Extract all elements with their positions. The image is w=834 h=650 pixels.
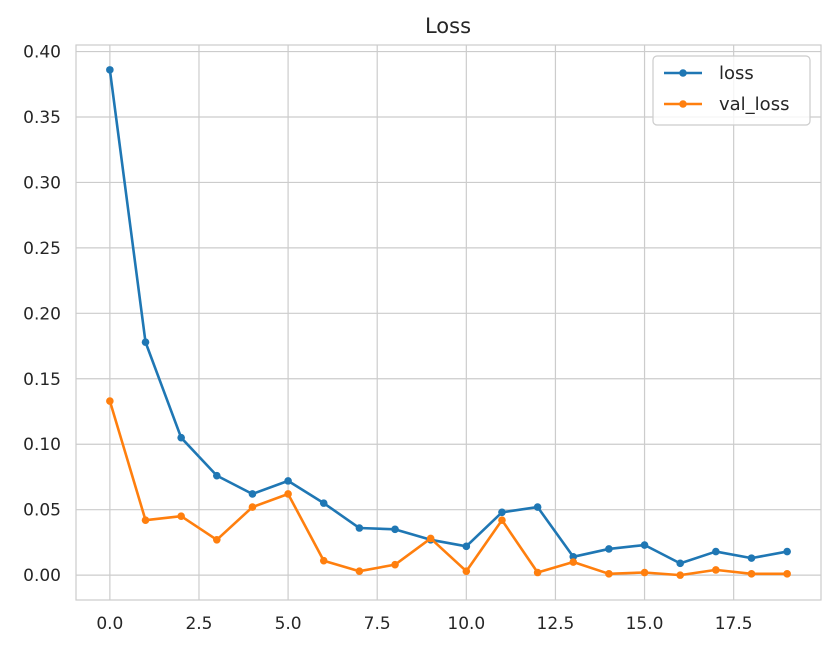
series-val_loss: [106, 397, 791, 579]
loss-line: [108, 68, 789, 565]
loss-point: [355, 524, 364, 532]
val_loss-point: [355, 567, 364, 576]
x-tick-label: 12.5: [537, 614, 575, 634]
loss-point: [248, 490, 257, 498]
y-tick-label: 0.10: [23, 435, 61, 455]
x-tick-label: 2.5: [185, 614, 212, 634]
loss-point: [319, 499, 328, 507]
y-tick-label: 0.20: [23, 304, 61, 324]
val_loss-point: [676, 571, 684, 579]
loss-point: [462, 542, 471, 551]
chart-title: Loss: [425, 14, 471, 38]
val_loss-point: [106, 397, 114, 405]
legend-item-loss: loss: [664, 63, 754, 84]
val_loss-line: [108, 399, 789, 577]
legend-marker: [679, 100, 687, 108]
val_loss-point: [605, 570, 613, 578]
y-tick-label: 0.05: [23, 501, 61, 521]
series-loss: [106, 66, 791, 568]
val_loss-point: [319, 556, 328, 565]
loss-point: [676, 559, 684, 568]
val_loss-point: [248, 503, 257, 511]
val_loss-point: [498, 516, 506, 524]
tick-labels: 0.0 2.5 5.0 7.5 10.0 12.5 15.0 17.5 0.00 0.05 0.10…: [23, 43, 752, 634]
val_loss-point: [640, 568, 649, 577]
y-tick-label: 0.40: [23, 43, 61, 63]
x-tick-label: 15.0: [626, 614, 664, 634]
x-tick-label: 5.0: [275, 614, 302, 634]
series: [106, 66, 791, 579]
val_loss-point: [177, 512, 185, 521]
loss-point: [141, 338, 150, 346]
val_loss-point: [462, 567, 471, 576]
y-tick-label: 0.30: [23, 173, 61, 193]
loss-point: [640, 541, 649, 549]
x-tick-label: 17.5: [715, 614, 753, 634]
val_loss-point: [141, 516, 150, 524]
legend-item-val_loss: val_loss: [664, 94, 789, 115]
val_loss-point: [213, 535, 221, 544]
loss-point: [391, 525, 399, 534]
y-tick-label: 0.35: [23, 108, 61, 128]
y-tick-label: 0.15: [23, 370, 61, 390]
val_loss-point: [426, 534, 435, 543]
val_loss-point: [569, 558, 578, 566]
loss-point: [747, 554, 756, 562]
loss-point: [284, 477, 292, 485]
x-tick-label: 0.0: [96, 614, 123, 634]
plot-frame: [75, 44, 822, 601]
legend-label: val_loss: [719, 94, 789, 115]
val_loss-point: [712, 566, 720, 574]
legend-marker: [679, 69, 687, 77]
x-tick-label: 10.0: [447, 614, 485, 634]
loss-point: [569, 553, 578, 561]
y-tick-label: 0.00: [23, 566, 61, 586]
val_loss-point: [391, 560, 399, 569]
loss-point: [106, 66, 114, 74]
x-tick-label: 7.5: [364, 614, 391, 634]
grid: [76, 45, 821, 600]
loss-point: [177, 433, 185, 442]
y-tick-label: 0.25: [23, 239, 61, 259]
legend: loss val_loss: [652, 55, 811, 126]
legend-label: loss: [719, 63, 754, 84]
loss-point: [213, 471, 221, 480]
loss-point: [712, 547, 720, 556]
loss-point: [783, 547, 791, 556]
val_loss-point: [747, 570, 756, 578]
val_loss-point: [783, 570, 791, 578]
val_loss-point: [284, 490, 292, 498]
loss-point: [498, 508, 506, 517]
loss-point: [605, 545, 613, 553]
val_loss-point: [533, 568, 542, 577]
loss-point: [533, 503, 542, 511]
